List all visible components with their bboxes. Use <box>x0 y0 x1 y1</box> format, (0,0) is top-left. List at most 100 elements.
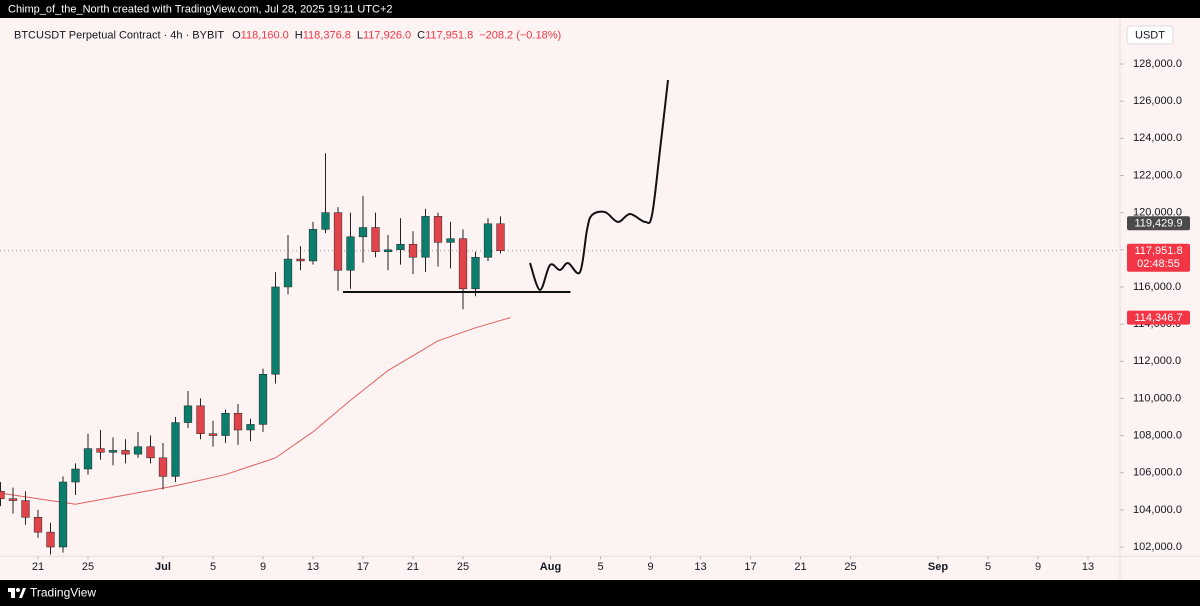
x-tick-label: Sep <box>928 561 948 573</box>
bottom-bar <box>0 580 1200 606</box>
x-tick-label: 25 <box>844 561 856 573</box>
candle-body <box>208 433 218 436</box>
candle-body <box>71 468 80 483</box>
price-label: 119,429.9 <box>1134 218 1182 230</box>
legend-value: 118,376.8 <box>303 29 351 41</box>
y-tick-label: 124,000.0 <box>1133 132 1182 144</box>
moving-average <box>0 317 511 505</box>
candle-body <box>246 424 255 431</box>
candle-body <box>346 236 355 271</box>
candle-body <box>383 249 393 252</box>
candle-body <box>296 258 305 262</box>
candle-body <box>83 448 93 470</box>
logo-part <box>19 588 26 598</box>
legend: BTCUSDT Perpetual Contract · 4h · BYBIT … <box>14 29 561 41</box>
legend-key: H <box>295 29 303 41</box>
x-tick-label: 5 <box>597 561 603 573</box>
x-tick-label: 13 <box>1082 561 1094 573</box>
x-tick-label: 21 <box>794 561 806 573</box>
candle-body <box>483 223 493 258</box>
x-tick-label: 21 <box>32 561 44 573</box>
legend-value: 117,951.8 <box>425 29 473 41</box>
candle-body <box>33 517 43 533</box>
legend-value: 117,926.0 <box>363 29 411 41</box>
candle-body <box>8 498 18 501</box>
x-tick-label: 17 <box>744 561 756 573</box>
candle-body <box>408 243 418 258</box>
currency-box[interactable] <box>1126 25 1174 45</box>
symbol: BTCUSDT Perpetual Contract · 4h · BYBIT <box>14 29 224 41</box>
y-tick-label: 120,000.0 <box>1133 207 1182 219</box>
candle-body <box>233 413 243 431</box>
candle-body <box>321 212 330 230</box>
logo-part <box>11 592 15 598</box>
candle-body <box>433 216 443 243</box>
price-label-box <box>1127 216 1190 231</box>
candle-body <box>271 286 280 375</box>
candle-body <box>283 258 293 288</box>
x-tick-label: 9 <box>647 561 653 573</box>
logo-part <box>8 588 15 592</box>
candle-body <box>446 238 455 243</box>
candle-body <box>46 531 55 548</box>
y-tick-label: 128,000.0 <box>1133 58 1182 70</box>
candle-body <box>396 243 405 251</box>
x-tick-label: 25 <box>82 561 94 573</box>
price-label-box <box>1127 310 1190 325</box>
candle-body <box>471 256 480 290</box>
x-tick-label: Aug <box>540 561 561 573</box>
plot <box>0 79 1120 555</box>
y-tick-label: 102,000.0 <box>1133 541 1182 553</box>
logo-part <box>16 588 20 592</box>
candle-body <box>308 229 318 262</box>
y-tick-label: 110,000.0 <box>1133 392 1181 404</box>
candle-body <box>221 413 230 436</box>
header-text: Chimp_of_the_North created with TradingV… <box>8 3 393 15</box>
brand: TradingView <box>30 586 96 600</box>
candle-body <box>171 422 180 477</box>
legend-key: O <box>232 29 241 41</box>
candle-body <box>96 448 105 453</box>
candle-body <box>371 227 380 252</box>
y-tick-label: 122,000.0 <box>1133 169 1182 181</box>
y-tick-label: 104,000.0 <box>1133 504 1182 516</box>
y-tick-label: 126,000.0 <box>1133 95 1182 107</box>
top-bar <box>0 0 1200 18</box>
price-label-box <box>1127 243 1190 272</box>
y-tick-label: 108,000.0 <box>1133 429 1182 441</box>
candle-body <box>133 446 143 455</box>
x-tick-label: 21 <box>407 561 419 573</box>
x-tick-label: 5 <box>210 561 216 573</box>
candle-body <box>496 223 505 251</box>
candle-body <box>58 481 68 548</box>
legend-key: C <box>417 29 425 41</box>
candle-body <box>196 405 205 434</box>
logo <box>8 588 26 598</box>
candle-body <box>146 446 155 459</box>
candle-body <box>0 491 5 499</box>
candle-body <box>458 238 468 290</box>
legend-value: −208.2 (−0.18%) <box>479 29 561 41</box>
candle-body <box>121 450 130 455</box>
y-tick-label: 116,000.0 <box>1133 281 1181 293</box>
x-tick-label: Jul <box>155 561 171 573</box>
y-tick-label: 112,000.0 <box>1133 355 1181 367</box>
x-tick-label: 9 <box>260 561 266 573</box>
candle-body <box>21 500 30 518</box>
x-tick-label: 5 <box>985 561 991 573</box>
candle-body <box>158 457 168 477</box>
candle-body <box>333 212 343 271</box>
candle-body <box>421 216 430 258</box>
x-tick-label: 13 <box>694 561 706 573</box>
candle-body <box>258 374 268 425</box>
price-label: 114,346.7 <box>1134 312 1182 324</box>
candle-body <box>183 405 193 423</box>
currency: USDT <box>1135 29 1165 41</box>
x-tick-label: 25 <box>457 561 469 573</box>
countdown: 02:48:55 <box>1137 258 1180 270</box>
price-label: 117,951.8 <box>1134 245 1182 257</box>
legend-key: L <box>357 29 363 41</box>
y-tick-label: 106,000.0 <box>1133 467 1182 479</box>
